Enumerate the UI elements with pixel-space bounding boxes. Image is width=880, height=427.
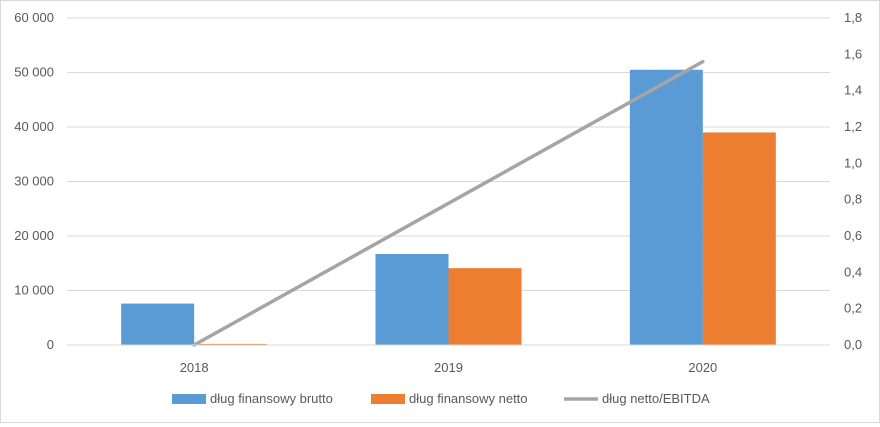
bar: [194, 343, 268, 345]
y-right-tick-label: 1,6: [844, 46, 862, 61]
y-left-tick-label: 10 000: [14, 283, 54, 298]
y-right-tick-label: 1,4: [844, 83, 862, 98]
y-right-tick-label: 0,0: [844, 337, 862, 352]
legend: dług finansowy brutto dług finansowy nett…: [172, 391, 710, 406]
bar: [448, 268, 522, 345]
legend-label: dług netto/EBITDA: [602, 391, 710, 406]
y-left-tick-label: 60 000: [14, 10, 54, 25]
legend-swatch: [172, 394, 206, 404]
legend-label: dług finansowy netto: [409, 391, 528, 406]
y-left-tick-label: 20 000: [14, 228, 54, 243]
bar: [121, 303, 195, 345]
right-axis: 0,0 0,2 0,4 0,6 0,8 1,0 1,2 1,4 1,6 1,8: [844, 10, 862, 352]
y-right-tick-label: 0,2: [844, 301, 862, 316]
legend-swatch: [371, 394, 405, 404]
left-axis: 0 10 000 20 000 30 000 40 000 50 000 60 000: [14, 10, 54, 352]
y-left-tick-label: 50 000: [14, 65, 54, 80]
x-tick-label: 2020: [688, 360, 717, 375]
y-right-tick-label: 1,8: [844, 10, 862, 25]
legend-label: dług finansowy brutto: [210, 391, 333, 406]
y-right-tick-label: 1,2: [844, 119, 862, 134]
ratio-line: [192, 59, 705, 347]
x-tick-label: 2019: [434, 360, 463, 375]
y-right-tick-label: 1,0: [844, 155, 862, 170]
ratio-series-line: [192, 59, 705, 347]
bar: [702, 132, 776, 345]
bar: [629, 69, 703, 346]
x-tick-label: 2018: [180, 360, 209, 375]
y-left-tick-label: 0: [47, 337, 54, 352]
y-left-tick-label: 30 000: [14, 174, 54, 189]
y-right-tick-label: 0,4: [844, 264, 862, 279]
x-axis: 2018 2019 2020: [67, 344, 830, 375]
bar: [375, 253, 449, 345]
y-left-tick-label: 40 000: [14, 119, 54, 134]
y-right-tick-label: 0,6: [844, 228, 862, 243]
y-right-tick-label: 0,8: [844, 192, 862, 207]
bars: [121, 69, 776, 346]
